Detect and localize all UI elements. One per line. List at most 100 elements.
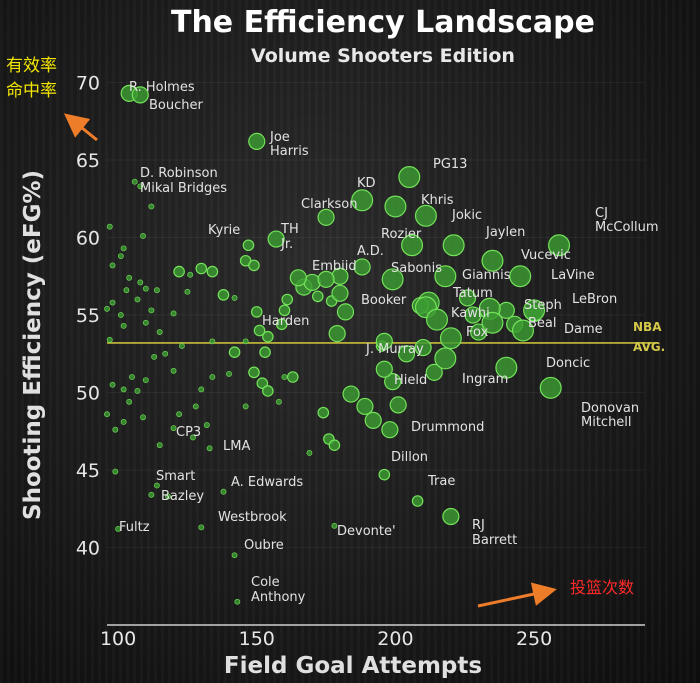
point-label: Cole xyxy=(251,575,280,590)
point-label: Steph xyxy=(524,298,562,313)
arrow-right-annotation xyxy=(477,582,557,608)
data-point xyxy=(231,552,238,559)
data-point xyxy=(109,262,116,269)
data-point xyxy=(154,482,160,489)
point-label: CP3 xyxy=(176,425,201,440)
point-label: Jr. xyxy=(280,237,293,252)
data-point xyxy=(356,397,374,416)
data-point xyxy=(126,274,133,281)
data-point xyxy=(109,299,116,306)
data-point xyxy=(242,338,249,345)
data-point xyxy=(134,296,141,303)
data-point xyxy=(178,343,185,349)
data-point xyxy=(276,398,282,405)
data-point xyxy=(375,332,393,350)
data-point xyxy=(411,495,424,507)
data-point xyxy=(342,385,360,403)
data-point xyxy=(217,289,230,301)
y-tick-labels: 40 45 50 55 60 65 70 xyxy=(76,73,100,560)
data-point xyxy=(381,268,404,291)
y-tick-label: 60 xyxy=(76,228,100,250)
point-label: Mitchell xyxy=(581,415,632,430)
data-point xyxy=(331,284,349,302)
data-point xyxy=(176,411,183,418)
data-point xyxy=(253,324,266,337)
y-axis-title: Shooting Efficiency (eFG%) xyxy=(20,170,46,520)
data-point xyxy=(156,329,163,335)
data-point xyxy=(262,330,274,343)
x-tick-label: 100 xyxy=(100,628,136,650)
point-label: Drummond xyxy=(411,420,484,435)
x-tick-label: 250 xyxy=(516,628,552,650)
data-point xyxy=(548,234,571,257)
point-label: Barrett xyxy=(472,533,517,548)
data-point xyxy=(104,305,110,312)
data-point xyxy=(109,381,116,388)
point-label: J. Murray xyxy=(365,342,424,357)
data-points xyxy=(104,84,571,605)
data-point xyxy=(375,360,393,378)
data-point xyxy=(328,439,341,451)
data-point xyxy=(336,303,355,321)
point-label: Fultz xyxy=(119,520,150,535)
data-point xyxy=(495,356,518,379)
data-point xyxy=(353,258,371,276)
data-point xyxy=(259,346,271,358)
y-tick-label: 65 xyxy=(76,150,100,172)
data-point xyxy=(287,371,299,383)
data-point xyxy=(397,345,416,363)
point-label: Khris xyxy=(421,193,454,208)
data-point xyxy=(115,526,121,532)
data-point xyxy=(131,86,149,104)
data-point xyxy=(275,318,288,331)
point-label: Booker xyxy=(361,293,407,308)
point-label: KD xyxy=(357,176,376,191)
point-label: Trae xyxy=(427,474,455,489)
point-label: Ingram xyxy=(462,372,508,387)
data-point xyxy=(190,434,196,441)
data-point xyxy=(278,304,291,317)
point-label: McCollum xyxy=(595,220,659,235)
x-tick-labels: 100 150 200 250 xyxy=(100,628,552,650)
data-point xyxy=(170,310,177,317)
nba-avg-label-line2: AVG. xyxy=(633,340,665,354)
data-point xyxy=(140,414,146,421)
data-point xyxy=(425,363,443,381)
data-point xyxy=(173,265,185,278)
point-label: Embiid xyxy=(312,259,357,274)
data-point xyxy=(442,234,465,257)
data-point xyxy=(248,259,260,272)
point-label: RJ xyxy=(472,518,485,533)
data-point xyxy=(148,307,155,314)
data-point xyxy=(112,426,119,433)
data-point xyxy=(414,204,437,227)
data-point xyxy=(434,347,457,370)
point-label: PG13 xyxy=(433,157,467,172)
data-point xyxy=(106,336,113,343)
point-label: Doncic xyxy=(546,356,590,371)
data-point xyxy=(220,488,227,495)
data-point xyxy=(248,132,266,150)
data-point xyxy=(195,262,208,275)
data-point xyxy=(439,327,462,350)
data-point xyxy=(401,234,424,257)
point-label: LMA xyxy=(223,439,250,454)
point-label: TH xyxy=(280,222,299,237)
point-label: Rozier xyxy=(381,227,422,242)
data-point xyxy=(206,265,219,278)
data-point xyxy=(187,271,194,278)
point-label: Tatum xyxy=(452,286,493,301)
data-point xyxy=(234,598,241,605)
data-point xyxy=(384,373,402,391)
data-point xyxy=(231,295,238,301)
point-label: Hield xyxy=(394,373,427,388)
data-point xyxy=(381,421,399,439)
data-point xyxy=(192,403,199,410)
data-point xyxy=(137,183,144,190)
data-point xyxy=(281,374,288,380)
data-point xyxy=(120,386,127,393)
data-point xyxy=(148,491,155,498)
point-label: Devonte' xyxy=(337,524,396,539)
data-point xyxy=(242,403,249,410)
